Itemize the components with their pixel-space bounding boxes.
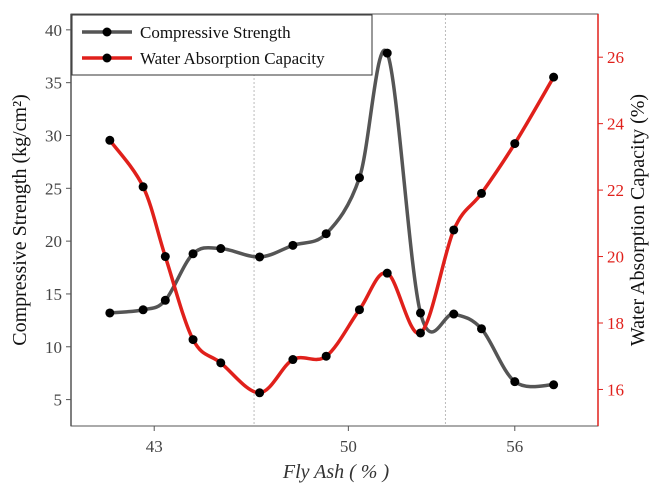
legend-label-compressive-strength: Compressive Strength	[140, 23, 291, 42]
x-tick-label: 43	[146, 437, 163, 456]
reference-lines	[253, 14, 446, 426]
data-point-compressive-strength	[216, 244, 226, 254]
data-point-compressive-strength	[382, 48, 392, 58]
left-axis-ticks: 5 10 15 20 25 30 35 40	[45, 21, 71, 410]
right-tick-label: 24	[607, 115, 625, 134]
right-tick-label: 18	[607, 314, 624, 333]
data-point-water-absorption-capacity	[549, 72, 559, 82]
data-point-water-absorption-capacity	[354, 305, 364, 315]
legend-marker	[102, 53, 112, 63]
data-point-compressive-strength	[255, 252, 265, 262]
data-point-water-absorption-capacity	[449, 225, 459, 235]
left-tick-label: 25	[45, 179, 62, 198]
left-tick-label: 5	[54, 391, 63, 410]
right-tick-label: 22	[607, 181, 624, 200]
data-point-compressive-strength	[477, 324, 487, 334]
legend-label-water-absorption: Water Absorption Capacity	[140, 49, 325, 68]
data-point-compressive-strength	[549, 380, 559, 390]
data-point-water-absorption-capacity	[477, 188, 487, 198]
data-point-compressive-strength	[321, 229, 331, 239]
right-tick-label: 16	[607, 380, 624, 399]
data-point-compressive-strength	[415, 308, 425, 318]
data-point-compressive-strength	[288, 240, 298, 250]
right-axis-title: Water Absorption Capacity (%)	[627, 94, 649, 346]
legend-item-compressive-strength: Compressive Strength	[82, 23, 291, 42]
legend-marker	[102, 27, 112, 37]
data-point-compressive-strength	[449, 309, 459, 319]
data-point-compressive-strength	[510, 377, 520, 387]
data-point-water-absorption-capacity	[510, 139, 520, 149]
series-markers	[105, 48, 559, 398]
legend: Compressive Strength Water Absorption Ca…	[71, 14, 373, 76]
left-tick-label: 15	[45, 285, 62, 304]
data-point-compressive-strength	[188, 249, 198, 259]
data-point-water-absorption-capacity	[288, 355, 298, 365]
left-axis-title: Compressive Strength (kg/cm²)	[9, 94, 31, 346]
x-tick-label: 56	[506, 437, 523, 456]
right-axis-ticks: 16 18 20 22 24 26	[598, 48, 625, 399]
data-point-water-absorption-capacity	[160, 252, 170, 262]
left-tick-label: 40	[45, 21, 62, 40]
x-axis-title: Fly Ash ( % )	[282, 461, 390, 483]
data-point-compressive-strength	[138, 305, 148, 315]
data-point-water-absorption-capacity	[105, 135, 115, 145]
legend-box	[71, 14, 373, 76]
left-tick-label: 35	[45, 74, 62, 93]
data-point-water-absorption-capacity	[138, 182, 148, 192]
data-point-compressive-strength	[160, 295, 170, 305]
data-point-water-absorption-capacity	[382, 268, 392, 278]
x-tick-label: 50	[340, 437, 357, 456]
data-point-water-absorption-capacity	[188, 335, 198, 345]
data-point-water-absorption-capacity	[216, 358, 226, 368]
x-axis-ticks: 43 50 56	[146, 426, 523, 456]
legend-item-water-absorption: Water Absorption Capacity	[82, 49, 325, 68]
right-tick-label: 26	[607, 48, 624, 67]
left-tick-label: 10	[45, 338, 62, 357]
data-point-water-absorption-capacity	[415, 328, 425, 338]
left-tick-label: 30	[45, 126, 62, 145]
data-point-water-absorption-capacity	[321, 351, 331, 361]
left-tick-label: 20	[45, 232, 62, 251]
data-point-compressive-strength	[354, 173, 364, 183]
right-tick-label: 20	[607, 248, 624, 267]
data-point-compressive-strength	[105, 308, 115, 318]
data-point-water-absorption-capacity	[255, 388, 265, 398]
